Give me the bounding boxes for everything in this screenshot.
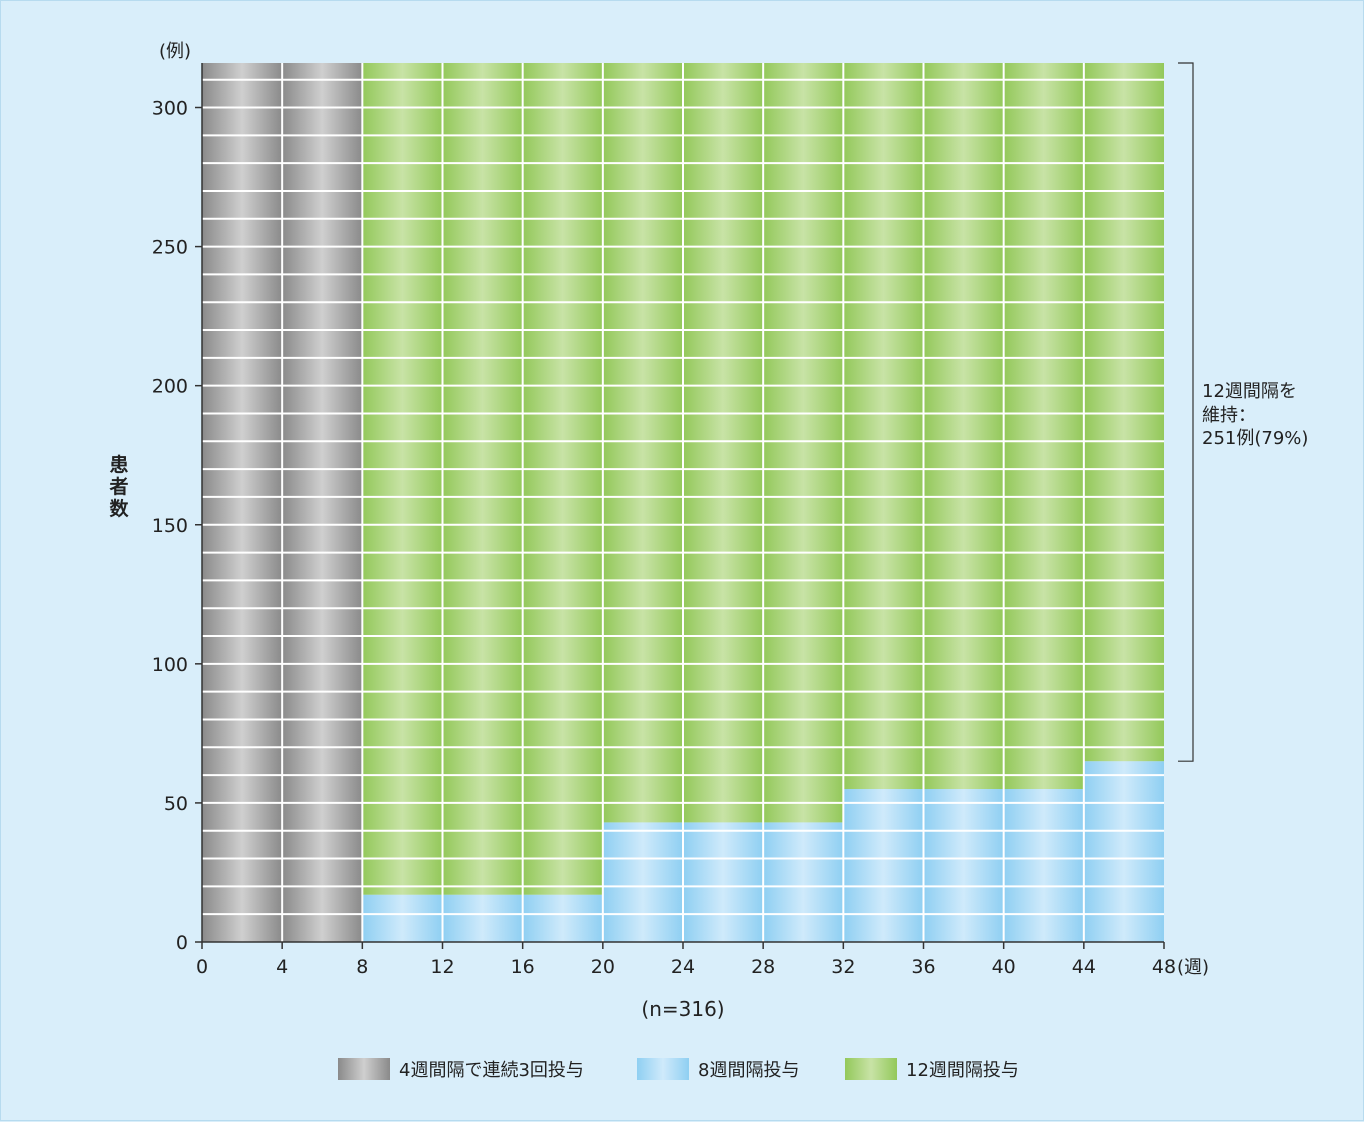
- y-tick-label: 250: [152, 237, 188, 259]
- bar-4week-0-4: [202, 63, 283, 942]
- bar-8week-32-36: [843, 789, 924, 942]
- bar-8week-20-24: [602, 822, 683, 942]
- legend-swatch-8week: [637, 1058, 689, 1080]
- y-tick-label: 200: [152, 376, 188, 398]
- bars-layer: [202, 63, 1164, 942]
- legend-swatch-4week: [338, 1058, 390, 1080]
- y-tick-label: 150: [152, 515, 188, 537]
- legend-label-8week: 8週間隔投与: [698, 1060, 799, 1081]
- y-tick-label: 300: [152, 98, 188, 120]
- y-unit-label: (例): [159, 41, 191, 62]
- sample-size-label: (n=316): [641, 997, 724, 1021]
- annotation-line-2: 維持：: [1202, 405, 1256, 426]
- bar-12week-36-40: [923, 63, 1004, 790]
- y-axis-title: 患者数: [109, 453, 129, 520]
- x-tick-label: 32: [831, 956, 855, 978]
- y-axis-title-char: 患: [109, 453, 128, 476]
- bar-12week-8-12: [362, 63, 443, 895]
- x-unit-label: (週): [1177, 957, 1209, 978]
- maintenance-annotation: 12週間隔を 維持： 251例(79%): [1178, 62, 1308, 762]
- bar-12week-12-16: [442, 63, 523, 895]
- y-axis-title-char: 者: [109, 476, 128, 498]
- legend: 4週間隔で連続3回投与 8週間隔投与 12週間隔投与: [338, 1058, 1019, 1081]
- x-tick-label: 48: [1152, 956, 1176, 978]
- x-tick-label: 16: [511, 956, 535, 978]
- x-tick-label: 12: [430, 956, 454, 978]
- x-tick-label: 36: [911, 956, 935, 978]
- y-tick-label: 50: [164, 793, 188, 815]
- bar-12week-32-36: [843, 63, 924, 790]
- y-tick-label: 100: [152, 654, 188, 676]
- y-ticks-layer: 0 50 100 150 200 250 300: [152, 98, 202, 954]
- x-tick-label: 20: [591, 956, 615, 978]
- x-ticks-layer: 0 4 8 12 16 20 24 28 32 36 40 44 48: [196, 942, 1176, 978]
- x-tick-label: 4: [276, 956, 288, 978]
- bar-8week-16-20: [522, 894, 603, 942]
- bar-8week-40-44: [1003, 789, 1084, 942]
- y-tick-label: 0: [176, 932, 188, 954]
- bar-8week-24-28: [683, 822, 764, 942]
- y-axis-title-char: 数: [109, 497, 129, 520]
- annotation-line-3: 251例(79%): [1202, 428, 1308, 449]
- x-tick-label: 24: [671, 956, 695, 978]
- bar-8week-28-32: [763, 822, 844, 942]
- legend-swatch-12week: [845, 1058, 897, 1080]
- bar-12week-16-20: [522, 63, 603, 895]
- x-tick-label: 40: [992, 956, 1016, 978]
- bar-12week-44-48: [1083, 63, 1164, 762]
- bar-8week-12-16: [442, 894, 523, 942]
- x-tick-label: 44: [1072, 956, 1096, 978]
- legend-label-12week: 12週間隔投与: [906, 1060, 1019, 1081]
- x-tick-label: 28: [751, 956, 775, 978]
- bar-8week-44-48: [1083, 761, 1164, 942]
- x-tick-label: 0: [196, 956, 208, 978]
- bar-12week-20-24: [602, 63, 683, 823]
- annotation-bracket: [1178, 62, 1194, 762]
- bar-8week-36-40: [923, 789, 1004, 942]
- annotation-line-1: 12週間隔を: [1202, 381, 1297, 402]
- x-tick-label: 8: [356, 956, 368, 978]
- legend-label-4week: 4週間隔で連続3回投与: [399, 1060, 584, 1081]
- bar-12week-40-44: [1003, 63, 1084, 790]
- bar-12week-24-28: [683, 63, 764, 823]
- bar-8week-8-12: [362, 894, 443, 942]
- bar-12week-28-32: [763, 63, 844, 823]
- band-lines-layer: [202, 63, 1164, 942]
- bar-4week-4-8: [282, 63, 363, 942]
